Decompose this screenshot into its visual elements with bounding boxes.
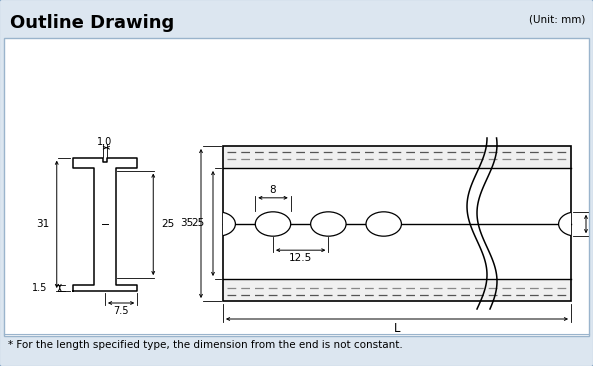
Ellipse shape xyxy=(200,212,235,236)
Text: 12.5: 12.5 xyxy=(289,253,313,263)
Text: (Unit: mm): (Unit: mm) xyxy=(528,14,585,24)
Text: L: L xyxy=(394,321,400,335)
Text: 8: 8 xyxy=(270,185,276,195)
Ellipse shape xyxy=(366,212,401,236)
Bar xyxy=(223,146,571,168)
Text: 25: 25 xyxy=(161,219,174,229)
Text: 1.0: 1.0 xyxy=(97,137,113,147)
Ellipse shape xyxy=(255,212,291,236)
Text: * For the length specified type, the dimension from the end is not constant.: * For the length specified type, the dim… xyxy=(8,340,403,350)
Bar xyxy=(223,146,571,301)
Text: Outline Drawing: Outline Drawing xyxy=(10,14,174,32)
Text: 1.5: 1.5 xyxy=(33,283,48,293)
Bar xyxy=(4,38,589,336)
Text: 7.5: 7.5 xyxy=(113,306,129,316)
Bar xyxy=(223,279,571,301)
Bar xyxy=(223,146,571,301)
Text: 31: 31 xyxy=(37,219,50,229)
Ellipse shape xyxy=(559,212,593,236)
Ellipse shape xyxy=(311,212,346,236)
Text: 25: 25 xyxy=(192,219,205,228)
Text: 35: 35 xyxy=(180,219,193,228)
